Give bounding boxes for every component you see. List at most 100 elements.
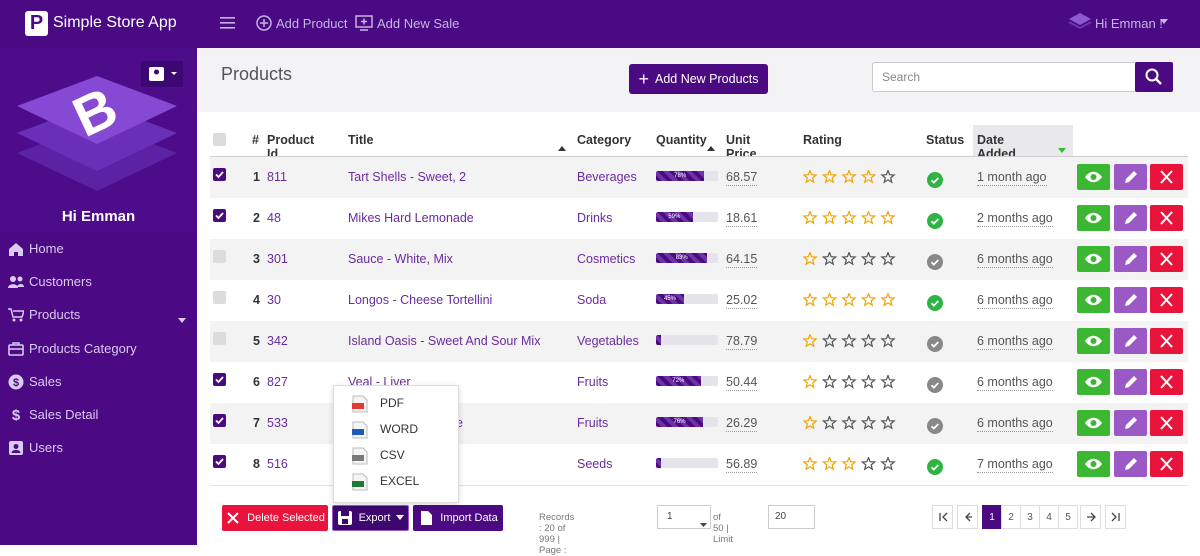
page-link[interactable]: 1	[982, 505, 1002, 529]
delete-button[interactable]	[1150, 287, 1183, 313]
user-menu[interactable]: Hi Emman !	[1095, 16, 1163, 31]
row-checkbox[interactable]	[213, 414, 226, 427]
delete-button[interactable]	[1150, 246, 1183, 272]
delete-button[interactable]	[1150, 410, 1183, 436]
category[interactable]: Cosmetics	[577, 252, 636, 266]
page-link[interactable]: 3	[1020, 505, 1040, 529]
unit-price[interactable]: 56.89	[726, 457, 758, 473]
edit-button[interactable]	[1114, 205, 1147, 231]
page-select[interactable]: 1	[657, 505, 711, 529]
category[interactable]: Drinks	[577, 211, 613, 225]
menu-item[interactable]: Sales Detail	[29, 407, 99, 422]
product-title[interactable]: Island Oasis - Sweet And Sour Mix	[348, 334, 541, 348]
column-header[interactable]: Category	[577, 133, 632, 147]
product-title[interactable]: e	[456, 416, 463, 430]
menu-toggle[interactable]	[220, 16, 236, 30]
product-title[interactable]: Mikes Hard Lemonade	[348, 211, 474, 225]
edit-button[interactable]	[1114, 287, 1147, 313]
export-option[interactable]: WORD	[380, 422, 418, 436]
edit-button[interactable]	[1114, 164, 1147, 190]
column-header[interactable]: Rating	[803, 133, 842, 147]
nav-link[interactable]: Add Product	[276, 16, 348, 31]
delete-button[interactable]	[1150, 369, 1183, 395]
unit-price[interactable]: 26.29	[726, 416, 758, 432]
menu-item[interactable]: Customers	[29, 274, 92, 289]
unit-price[interactable]: 25.02	[726, 293, 758, 309]
search-input[interactable]: Search	[872, 62, 1136, 92]
export-option[interactable]: PDF	[380, 396, 404, 410]
product-title[interactable]: Tart Shells - Sweet, 2	[348, 170, 467, 184]
row-checkbox[interactable]	[213, 373, 226, 386]
column-header[interactable]: Quantity	[656, 133, 707, 147]
page-link[interactable]: 2	[1001, 505, 1021, 529]
delete-button[interactable]	[1150, 328, 1183, 354]
app-name[interactable]: Simple Store App	[53, 14, 177, 31]
product-id[interactable]: 342	[267, 334, 288, 348]
unit-price[interactable]: 78.79	[726, 334, 758, 350]
column-header[interactable]: Product Id	[267, 133, 315, 161]
view-button[interactable]	[1077, 205, 1110, 231]
product-id[interactable]: 516	[267, 457, 288, 471]
delete-button[interactable]	[1150, 205, 1183, 231]
row-checkbox[interactable]	[213, 291, 226, 304]
export-option[interactable]: EXCEL	[380, 474, 420, 488]
page-link[interactable]: 4	[1039, 505, 1059, 529]
menu-item[interactable]: Products Category	[29, 341, 137, 356]
product-id[interactable]: 533	[267, 416, 288, 430]
product-title[interactable]: Sauce - White, Mix	[348, 252, 453, 266]
view-button[interactable]	[1077, 369, 1110, 395]
delete-selected-button[interactable]: Delete Selected	[222, 505, 328, 531]
pagination-arrow[interactable]	[932, 505, 953, 529]
pagination-arrow[interactable]	[957, 505, 978, 529]
product-id[interactable]: 30	[267, 293, 281, 307]
edit-button[interactable]	[1114, 369, 1147, 395]
view-button[interactable]	[1077, 410, 1110, 436]
limit-input[interactable]: 20	[768, 505, 815, 529]
menu-item[interactable]: Home	[29, 241, 64, 256]
product-title[interactable]: Longos - Cheese Tortellini	[348, 293, 493, 307]
menu-item[interactable]: Products	[29, 307, 81, 322]
category[interactable]: Seeds	[577, 457, 613, 471]
edit-button[interactable]	[1114, 410, 1147, 436]
add-products-button[interactable]: + Add New Products	[629, 64, 768, 94]
pagination-arrow[interactable]	[1080, 505, 1101, 529]
product-id[interactable]: 48	[267, 211, 281, 225]
pagination-arrow[interactable]	[1105, 505, 1126, 529]
export-option[interactable]: CSV	[380, 448, 405, 462]
view-button[interactable]	[1077, 246, 1110, 272]
product-id[interactable]: 827	[267, 375, 288, 389]
view-button[interactable]	[1077, 287, 1110, 313]
row-checkbox[interactable]	[213, 168, 226, 181]
row-checkbox[interactable]	[213, 209, 226, 222]
nav-link[interactable]: Add New Sale	[377, 16, 460, 31]
edit-button[interactable]	[1114, 451, 1147, 477]
column-header[interactable]: Status	[926, 133, 965, 147]
row-checkbox[interactable]	[213, 250, 226, 263]
unit-price[interactable]: 64.15	[726, 252, 758, 268]
row-checkbox[interactable]	[213, 332, 226, 345]
category[interactable]: Fruits	[577, 416, 609, 430]
import-data-button[interactable]: Import Data	[413, 505, 503, 531]
product-id[interactable]: 811	[267, 170, 287, 184]
export-button[interactable]: Export	[332, 505, 409, 531]
edit-button[interactable]	[1114, 328, 1147, 354]
column-header[interactable]: Title	[348, 133, 374, 147]
unit-price[interactable]: 18.61	[726, 211, 758, 227]
profile-button[interactable]	[141, 61, 183, 87]
view-button[interactable]	[1077, 164, 1110, 190]
page-link[interactable]: 5	[1058, 505, 1078, 529]
delete-button[interactable]	[1150, 164, 1183, 190]
unit-price[interactable]: 50.44	[726, 375, 758, 391]
menu-item[interactable]: Sales	[29, 374, 62, 389]
header-checkbox[interactable]	[213, 133, 226, 146]
brand-icon[interactable]: P	[25, 11, 48, 36]
column-header[interactable]: #	[252, 133, 259, 147]
product-id[interactable]: 301	[267, 252, 288, 266]
view-button[interactable]	[1077, 328, 1110, 354]
search-button[interactable]	[1135, 62, 1173, 92]
delete-button[interactable]	[1150, 451, 1183, 477]
unit-price[interactable]: 68.57	[726, 170, 758, 186]
menu-item[interactable]: Users	[29, 440, 63, 455]
category[interactable]: Fruits	[577, 375, 609, 389]
category[interactable]: Beverages	[577, 170, 637, 184]
